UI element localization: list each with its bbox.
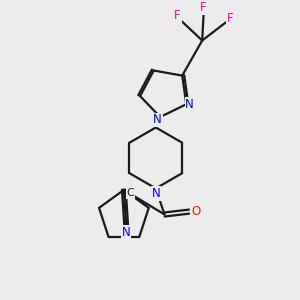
Text: F: F — [227, 12, 234, 25]
Text: N: N — [185, 98, 194, 111]
Text: F: F — [174, 9, 181, 22]
Text: N: N — [153, 113, 162, 126]
Text: N: N — [152, 187, 160, 200]
Text: O: O — [191, 205, 200, 218]
Text: F: F — [200, 1, 207, 14]
Text: N: N — [122, 226, 130, 239]
Text: C: C — [126, 188, 134, 198]
